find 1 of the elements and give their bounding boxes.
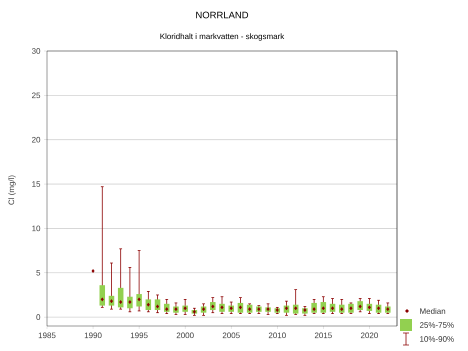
chart-title: NORRLAND: [196, 12, 248, 18]
